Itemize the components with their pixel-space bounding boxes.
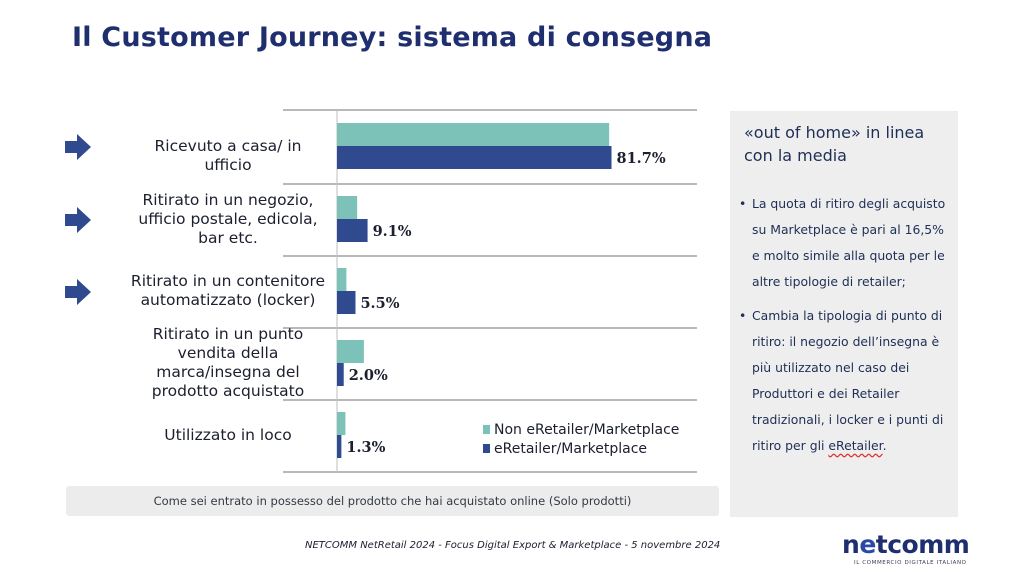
side-bullet-2-text: Cambia la tipologia di punto di ritiro: … <box>752 308 944 453</box>
data-label-eretailer: 2.0% <box>349 367 388 384</box>
bar-eretailer <box>337 219 368 242</box>
side-panel-title: «out of home» in linea con la media <box>744 123 925 165</box>
legend-label-eretailer: eRetailer/Marketplace <box>494 440 648 457</box>
category-label-line: Ritirato in un punto <box>152 325 304 343</box>
survey-question: Come sei entrato in possesso del prodott… <box>66 486 719 516</box>
delivery-bar-chart: 81.7% 9.1% 5.5% 2.0% 1.3% <box>283 109 697 473</box>
chart-legend: Non eRetailer/Marketplace eRetailer/Mark… <box>483 420 679 458</box>
category-label: Ritirato in un punto vendita della marca/i… <box>130 325 326 401</box>
category-label-line: Ritirato in un negozio, <box>142 190 314 209</box>
data-label-eretailer: 5.5% <box>360 295 399 312</box>
side-bullet-1-text: La quota di ritiro degli acquisto su Mar… <box>752 196 946 289</box>
category-label-line: bar etc. <box>198 228 258 247</box>
logo-wordmark: netcomm <box>842 530 970 559</box>
data-label-eretailer: 1.3% <box>346 439 385 456</box>
bar-non-eretailer <box>337 412 346 435</box>
data-label-eretailer: 81.7% <box>617 150 666 167</box>
bar-non-eretailer <box>337 268 347 291</box>
logo-tagline: IL COMMERCIO DIGITALE ITALIANO <box>854 560 967 566</box>
arrow-right-icon <box>64 278 92 306</box>
side-bullet-2-end: . <box>882 438 887 453</box>
side-bullet-2: Cambia la tipologia di punto di ritiro: … <box>736 303 954 459</box>
bar-eretailer <box>337 146 612 169</box>
category-label: Ritirato in un negozio, ufficio postale, … <box>130 191 326 248</box>
category-label-line: Ritirato in un contenitore <box>130 272 326 290</box>
side-panel: «out of home» in linea con la media La q… <box>730 111 958 517</box>
category-label: Ricevuto a casa/ in ufficio <box>130 137 326 175</box>
bar-eretailer <box>337 291 356 314</box>
page-title: Il Customer Journey: sistema di consegna <box>72 22 713 53</box>
logo-e: e <box>859 530 876 559</box>
category-label-line: vendita della <box>177 344 279 362</box>
arrow-right-icon <box>64 133 92 161</box>
category-label-line: ufficio postale, edicola, <box>138 209 318 228</box>
arrow-right-icon <box>64 206 92 234</box>
logo-tcomm: tcomm <box>875 530 970 559</box>
side-bullet-1: La quota di ritiro degli acquisto su Mar… <box>736 191 954 295</box>
legend-item-eretailer: eRetailer/Marketplace <box>483 439 679 458</box>
category-label-line: marca/insegna del <box>156 363 300 381</box>
logo-n: n <box>842 530 860 559</box>
legend-swatch-eretailer <box>483 444 490 453</box>
legend-item-non-eretailer: Non eRetailer/Marketplace <box>483 420 679 439</box>
bar-non-eretailer <box>337 123 610 146</box>
netcomm-logo: netcomm IL COMMERCIO DIGITALE ITALIANO <box>842 530 970 572</box>
data-label-eretailer: 9.1% <box>373 223 412 240</box>
footer-caption: NETCOMM NetRetail 2024 - Focus Digital E… <box>305 540 721 551</box>
category-label: Ritirato in un contenitore automatizzato … <box>130 272 326 310</box>
category-label-line: automatizzato (locker) <box>140 291 316 309</box>
bar-eretailer <box>337 435 342 458</box>
category-label-line: Utilizzato in loco <box>164 425 292 444</box>
side-bullet-2-underlined: eRetailer <box>828 438 883 453</box>
legend-label-non-eretailer: Non eRetailer/Marketplace <box>494 421 680 438</box>
category-label-line: Ricevuto a casa/ in ufficio <box>154 136 302 174</box>
category-label-line: prodotto acquistato <box>151 382 305 400</box>
bar-non-eretailer <box>337 340 364 363</box>
bar-eretailer <box>337 363 344 386</box>
category-label: Utilizzato in loco <box>130 426 326 445</box>
bar-non-eretailer <box>337 196 358 219</box>
legend-swatch-non-eretailer <box>483 425 490 434</box>
side-panel-bullets: La quota di ritiro degli acquisto su Mar… <box>736 191 954 467</box>
